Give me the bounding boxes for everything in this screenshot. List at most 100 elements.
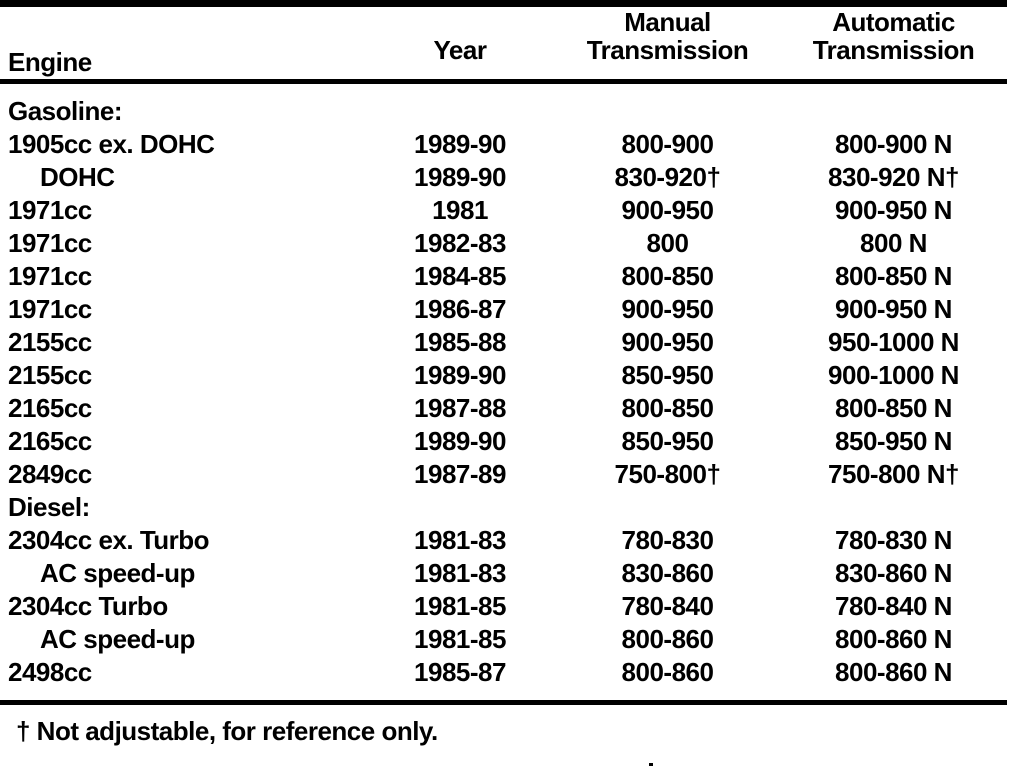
manual-transmission-cell: 750-800† [614,459,721,489]
engine-cell: AC speed-up [40,624,195,654]
manual-transmission-cell: 830-920† [614,162,721,192]
automatic-transmission-cell: 950-1000 N [828,327,959,357]
engine-cell: 1971cc [8,294,92,324]
manual-transmission-cell: 800-860 [621,657,714,687]
automatic-transmission-cell [780,95,1007,128]
year-cell [365,95,555,128]
manual-transmission-cell: 800-850 [621,261,714,291]
manual-transmission-cell: 830-860 [621,558,714,588]
year-cell: 1989-90 [414,360,506,390]
automatic-transmission-cell: 800 N [860,228,927,258]
year-cell: 1981-83 [414,525,506,555]
year-cell: 1981-85 [414,591,506,621]
automatic-transmission-cell: 850-950 N [835,426,952,456]
manual-transmission-cell [555,491,780,524]
year-cell: 1984-85 [414,261,506,291]
column-header-manual-line1: Manual [624,7,711,37]
engine-cell: 2498cc [8,657,92,687]
manual-transmission-cell: 900-950 [621,327,714,357]
header-divider-line [0,79,1007,84]
manual-transmission-cell [555,95,780,128]
scan-artifact-dot [649,763,653,766]
footnote-not-adjustable: † Not adjustable, for reference only. [16,716,438,746]
year-cell: 1981-85 [414,624,506,654]
year-cell: 1981 [432,195,488,225]
table-row: AC speed-up 1981-83 830-860 830-860 N [0,557,1007,590]
table-row: 2155cc 1989-90 850-950 900-1000 N [0,359,1007,392]
column-header-year: Year [433,35,487,65]
manual-transmission-cell: 800-900 [621,129,714,159]
table-row: 1971cc 1981 900-950 900-950 N [0,194,1007,227]
year-cell [365,491,555,524]
automatic-transmission-cell: 750-800 N† [828,459,959,489]
year-cell: 1985-88 [414,327,506,357]
engine-cell: 2304cc Turbo [8,591,168,621]
automatic-transmission-cell: 800-860 N [835,657,952,687]
automatic-transmission-cell: 780-840 N [835,591,952,621]
table-row: 1971cc 1982-83 800 800 N [0,227,1007,260]
year-cell: 1989-90 [414,129,506,159]
bottom-divider-line [0,700,1007,705]
table-row: 2304cc Turbo 1981-85 780-840 780-840 N [0,590,1007,623]
engine-cell: 2165cc [8,393,92,423]
engine-cell: 2165cc [8,426,92,456]
idle-speed-table-body: Gasoline: 1905cc ex. DOHC 1989-90 800-90… [0,84,1024,689]
automatic-transmission-cell: 830-920 N† [828,162,959,192]
column-header-engine: Engine [8,47,92,77]
column-header-automatic-line1: Automatic [832,7,955,37]
table-row: 2165cc 1989-90 850-950 850-950 N [0,425,1007,458]
engine-cell: Gasoline: [8,96,122,126]
year-cell: 1987-88 [414,393,506,423]
automatic-transmission-cell: 800-860 N [835,624,952,654]
year-cell: 1989-90 [414,426,506,456]
automatic-transmission-cell: 800-900 N [835,129,952,159]
automatic-transmission-cell: 800-850 N [835,261,952,291]
engine-cell: DOHC [40,162,115,192]
year-cell: 1986-87 [414,294,506,324]
section-row: Gasoline: [0,95,1007,128]
automatic-transmission-cell: 900-950 N [835,195,952,225]
automatic-transmission-cell: 900-950 N [835,294,952,324]
engine-cell: Diesel: [8,492,90,522]
manual-transmission-cell: 780-840 [621,591,714,621]
engine-cell: 1905cc ex. DOHC [8,129,215,159]
year-cell: 1985-87 [414,657,506,687]
column-header-automatic-line2: Transmission [812,35,975,65]
top-border-line [0,0,1007,7]
engine-cell: 2155cc [8,360,92,390]
engine-cell: 2849cc [8,459,92,489]
automatic-transmission-cell: 900-1000 N [828,360,959,390]
manual-transmission-cell: 800 [646,228,689,258]
automatic-transmission-cell: 830-860 N [835,558,952,588]
table-row: 1971cc 1986-87 900-950 900-950 N [0,293,1007,326]
idle-speed-table-header: Engine Year Manual Transmission Automati… [0,7,1007,79]
manual-transmission-cell: 900-950 [621,294,714,324]
table-row: 2849cc 1987-89 750-800† 750-800 N† [0,458,1007,491]
automatic-transmission-cell: 780-830 N [835,525,952,555]
year-cell: 1981-83 [414,558,506,588]
table-row: 1971cc 1984-85 800-850 800-850 N [0,260,1007,293]
manual-transmission-cell: 850-950 [621,426,714,456]
manual-transmission-cell: 780-830 [621,525,714,555]
year-cell: 1987-89 [414,459,506,489]
engine-cell: 1971cc [8,228,92,258]
table-row: 2165cc 1987-88 800-850 800-850 N [0,392,1007,425]
engine-cell: 1971cc [8,261,92,291]
manual-transmission-cell: 900-950 [621,195,714,225]
table-row: AC speed-up 1981-85 800-860 800-860 N [0,623,1007,656]
manual-transmission-cell: 850-950 [621,360,714,390]
year-cell: 1982-83 [414,228,506,258]
table-row: 1905cc ex. DOHC 1989-90 800-900 800-900 … [0,128,1007,161]
engine-cell: 2155cc [8,327,92,357]
automatic-transmission-cell [780,491,1007,524]
engine-cell: 2304cc ex. Turbo [8,525,210,555]
column-header-automatic-transmission: Automatic Transmission [780,8,1007,79]
column-header-manual-transmission: Manual Transmission [555,8,780,79]
table-row: 2155cc 1985-88 900-950 950-1000 N [0,326,1007,359]
manual-transmission-cell: 800-850 [621,393,714,423]
table-row: 2498cc 1985-87 800-860 800-860 N [0,656,1007,689]
section-row: Diesel: [0,491,1007,524]
engine-cell: AC speed-up [40,558,195,588]
table-row: DOHC 1989-90 830-920† 830-920 N† [0,161,1007,194]
